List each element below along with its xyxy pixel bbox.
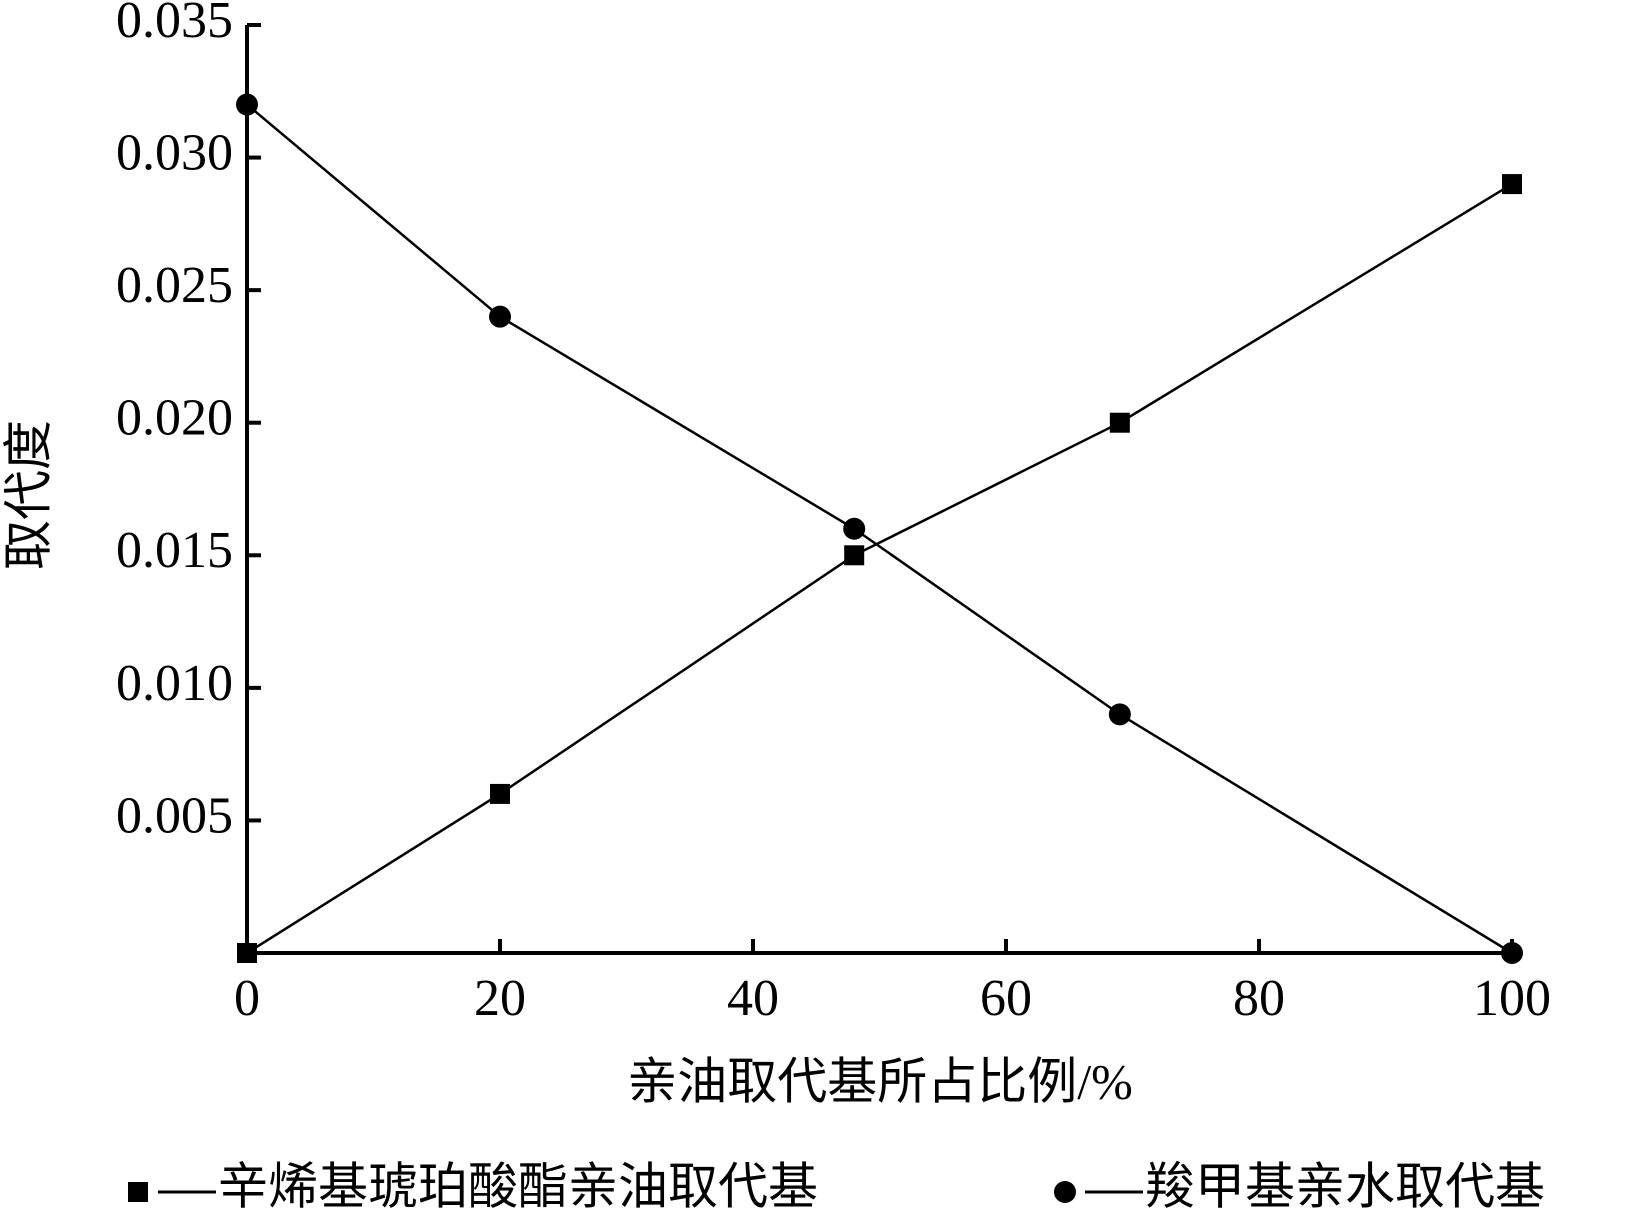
data-point (1502, 174, 1522, 195)
data-point (843, 517, 866, 540)
data-point (237, 943, 257, 963)
y-tick-label: 0.010 (116, 655, 233, 712)
data-point (489, 305, 511, 328)
data-point (1108, 703, 1131, 726)
y-tick-label: 0.025 (116, 257, 233, 314)
x-tick-label: 100 (1473, 970, 1551, 1027)
legend-marker (1054, 1181, 1076, 1203)
legend-label: 辛烯基琥珀酸酯亲油取代基 (218, 1158, 818, 1214)
x-tick-label: 40 (727, 970, 779, 1027)
data-point (1501, 942, 1523, 964)
data-point (236, 93, 258, 116)
x-tick-label: 80 (1233, 970, 1285, 1027)
y-tick-label: 0.020 (116, 390, 233, 447)
y-tick-label: 0.035 (116, 0, 233, 49)
y-tick-label: 0.005 (116, 787, 233, 844)
x-tick-label: 20 (474, 970, 526, 1027)
legend-marker (128, 1182, 148, 1202)
data-point (1109, 412, 1130, 433)
legend-label: 羧甲基亲水取代基 (1145, 1158, 1545, 1214)
data-point (844, 545, 865, 566)
x-tick-label: 60 (980, 970, 1032, 1027)
x-axis-label: 亲油取代基所占比例/% (627, 1053, 1133, 1109)
x-tick-label: 0 (234, 970, 260, 1027)
series-line (246, 103, 1513, 955)
y-axis-label: 取代度 (0, 420, 56, 570)
y-tick-label: 0.015 (116, 522, 233, 579)
y-tick-label: 0.030 (116, 125, 233, 182)
data-point (490, 783, 510, 804)
